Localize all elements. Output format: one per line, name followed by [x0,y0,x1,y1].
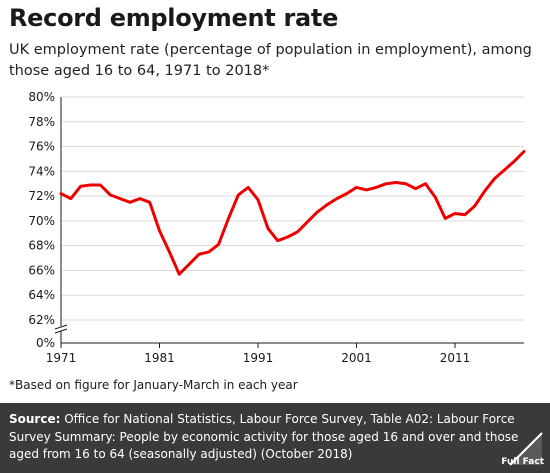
x-tick-label: 2011 [440,351,471,365]
y-tick-label: 68% [28,239,55,253]
x-tick-label: 1991 [243,351,274,365]
y-tick-label: 64% [28,288,55,302]
x-tick-label: 1971 [46,351,77,365]
full-fact-logo-icon [509,432,543,466]
y-tick-label: 0% [36,336,55,350]
chart-axes [54,97,524,344]
chart-title: Record employment rate [9,4,339,32]
y-tick-label: 62% [28,313,55,327]
y-tick-label: 74% [28,164,55,178]
source-text: Office for National Statistics, Labour F… [9,412,519,461]
axis-break-mark [54,328,68,334]
y-tick-label: 70% [28,214,55,228]
y-tick-label: 76% [28,140,55,154]
full-fact-logo-text: Full Fact [501,457,544,467]
chart-subtitle: UK employment rate (percentage of popula… [9,42,532,79]
y-tick-label: 78% [28,115,55,129]
x-axis-ticks: 1971 1981 1991 2001 2011 [46,343,471,365]
y-tick-label: 66% [28,263,55,277]
axis-break-gap [55,326,67,331]
chart-series [59,150,526,276]
chart-gridlines [61,96,524,321]
x-tick-label: 2001 [341,351,372,365]
source-label: Source: [9,412,61,426]
y-tick-label: 72% [28,189,55,203]
source-box: Source: Office for National Statistics, … [0,403,550,473]
y-axis-ticks: 0% 62% 64% 66% 68% 70% 72% 74% 76% 78% 80% [28,90,55,350]
x-tick-label: 1981 [144,351,175,365]
axis-break-mark [54,324,68,330]
footnote: *Based on figure for January-March in ea… [9,378,298,392]
line-chart: 0% 62% 64% 66% 68% 70% 72% 74% 76% 78% 80% 1971 198… [28,90,526,365]
employment-rate-line [59,150,526,276]
y-tick-label: 80% [28,90,55,104]
